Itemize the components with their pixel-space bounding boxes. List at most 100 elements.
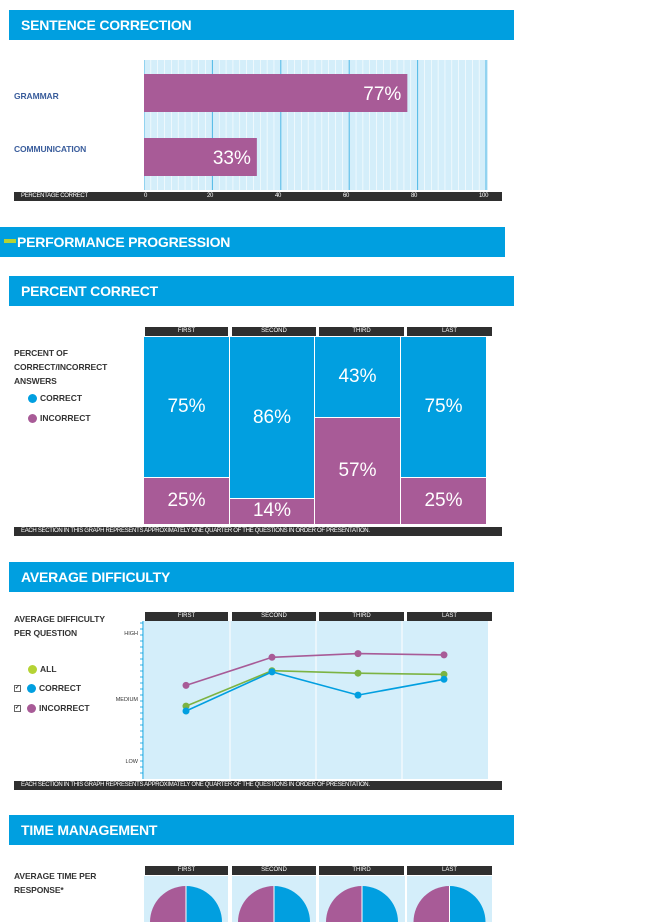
sc-tick-0: 0	[144, 193, 148, 199]
communication-label: COMMUNICATION	[14, 144, 87, 154]
ad-col-last: LAST	[407, 612, 492, 621]
sc-bar-1	[144, 138, 257, 176]
pc-incorrect-block-2	[315, 418, 400, 524]
sc-tick-100: 100	[479, 193, 489, 199]
sc-bar-0	[144, 74, 408, 112]
pc-legend-correct[interactable]: CORRECT	[28, 393, 82, 403]
pc-incorrect-label-0: 25%	[167, 489, 206, 511]
sc-tick-80: 80	[411, 193, 418, 199]
pc-correct-block-0	[144, 337, 229, 477]
ad-y-label-1: MEDIUM	[116, 697, 139, 703]
ad-point-incorrect-2	[354, 650, 362, 658]
tm-pie-incorrect-3	[413, 886, 450, 922]
pc-incorrect-block-1	[230, 499, 314, 524]
sc-bar-label-1: 33%	[213, 148, 251, 169]
sc-axis-title: PERCENTAGE CORRECT	[21, 193, 88, 199]
ad-point-all-2	[354, 669, 362, 677]
pc-incorrect-block-3	[401, 478, 486, 524]
ad-col-second: SECOND	[232, 612, 316, 621]
section-header-percent-correct: PERCENT CORRECT	[9, 276, 514, 306]
tm-label-line2: RESPONSE*	[14, 885, 64, 895]
pc-incorrect-label-1: 14%	[252, 500, 292, 521]
tm-label-line1: AVERAGE TIME PER	[14, 871, 97, 881]
tm-pie-incorrect-1	[238, 886, 274, 922]
tm-pie-correct-0	[186, 886, 222, 922]
correct-dot-icon	[28, 393, 37, 403]
sc-tick-20: 20	[207, 193, 214, 199]
pc-correct-label-2: 43%	[338, 366, 377, 387]
pc-correct-label-0: 75%	[167, 396, 206, 417]
ad-col-first: FIRST	[145, 612, 228, 621]
percent-correct-chart: 75% 25% 86% 14% 43% 57% 75% 25%	[144, 337, 486, 524]
pc-label-line1: PERCENT OF	[14, 348, 68, 358]
tm-pie-correct-3	[449, 886, 486, 922]
section-header-time-management: TIME MANAGEMENT	[9, 815, 514, 845]
pc-col-second: SECOND	[232, 327, 316, 336]
ad-col-third: THIRD	[319, 612, 404, 621]
ad-point-incorrect-3	[440, 651, 448, 659]
tm-col-last: LAST	[407, 866, 492, 875]
ad-label-line2: PER QUESTION	[14, 628, 78, 638]
tm-col-first: FIRST	[145, 866, 228, 875]
sc-axis-bar: PERCENTAGE CORRECT 0 20 40 60 80 100	[14, 192, 502, 201]
ad-point-all-3	[440, 670, 448, 678]
ad-line-correct	[185, 671, 445, 712]
incorrect-dot-icon	[28, 413, 37, 423]
ad-legend-correct[interactable]: ✓ CORRECT	[14, 683, 81, 693]
section-header-performance-progression: PERFORMANCE PROGRESSION	[0, 227, 505, 257]
pc-correct-block-2	[315, 337, 400, 417]
sc-tick-40: 40	[275, 193, 282, 199]
pc-incorrect-block-0	[144, 478, 229, 524]
incorrect-checkbox[interactable]: ✓	[14, 704, 21, 712]
sc-tick-60: 60	[343, 193, 350, 199]
ad-point-correct-1	[268, 668, 276, 676]
ad-point-correct-3	[440, 675, 448, 683]
time-management-chart	[144, 876, 492, 922]
sc-bar-label-0: 77%	[363, 84, 401, 105]
collapse-dash-icon[interactable]	[4, 239, 16, 243]
incorrect-dot-icon	[27, 703, 36, 713]
tm-pie-incorrect-0	[150, 886, 186, 922]
tm-col-second: SECOND	[232, 866, 316, 875]
ad-legend-all-label: ALL	[40, 664, 57, 674]
correct-checkbox[interactable]: ✓	[14, 684, 21, 692]
average-difficulty-chart: HIGH MEDIUM LOW	[116, 621, 488, 779]
ad-point-all-0	[182, 702, 190, 710]
ad-legend-incorrect[interactable]: ✓ INCORRECT	[14, 703, 90, 713]
pc-correct-block-3	[401, 337, 486, 477]
ad-legend-correct-label: CORRECT	[39, 683, 82, 693]
pc-legend-incorrect-label: INCORRECT	[40, 413, 91, 423]
pc-incorrect-label-2: 57%	[338, 459, 377, 481]
tm-pie-correct-1	[274, 886, 310, 922]
ad-point-correct-2	[354, 691, 362, 699]
tm-pie-correct-2	[362, 886, 398, 922]
ad-legend-all[interactable]: ALL	[28, 664, 57, 674]
tm-col-third: THIRD	[319, 866, 404, 875]
ad-y-label-0: HIGH	[124, 631, 138, 637]
section-header-average-difficulty: AVERAGE DIFFICULTY	[9, 562, 514, 592]
ad-line-all	[185, 669, 445, 707]
section-header-sentence-correction: SENTENCE CORRECTION	[9, 10, 514, 40]
pc-label-line3: ANSWERS	[14, 376, 57, 386]
pc-col-third: THIRD	[319, 327, 404, 336]
sentence-correction-chart: 77% 33%	[144, 60, 488, 190]
pc-legend-incorrect[interactable]: INCORRECT	[28, 413, 91, 423]
ad-legend-incorrect-label: INCORRECT	[39, 703, 90, 713]
pc-correct-block-1	[230, 337, 314, 498]
pc-col-first: FIRST	[145, 327, 228, 336]
all-dot-icon	[28, 664, 37, 674]
grammar-label: GRAMMAR	[14, 91, 59, 101]
pc-col-last: LAST	[407, 327, 492, 336]
tm-pie-incorrect-2	[326, 886, 362, 922]
ad-point-incorrect-0	[182, 681, 190, 689]
pc-footnote: EACH SECTION IN THIS GRAPH REPRESENTS AP…	[14, 527, 502, 536]
ad-line-incorrect	[185, 652, 445, 687]
ad-footnote: EACH SECTION IN THIS GRAPH REPRESENTS AP…	[14, 781, 502, 790]
pc-correct-label-1: 86%	[252, 406, 292, 428]
pc-incorrect-label-3: 25%	[424, 489, 463, 511]
correct-dot-icon	[27, 683, 36, 693]
ad-point-incorrect-1	[268, 653, 276, 661]
pc-correct-label-3: 75%	[424, 396, 463, 417]
ad-label-line1: AVERAGE DIFFICULTY	[14, 614, 105, 624]
pc-legend-correct-label: CORRECT	[40, 393, 83, 403]
